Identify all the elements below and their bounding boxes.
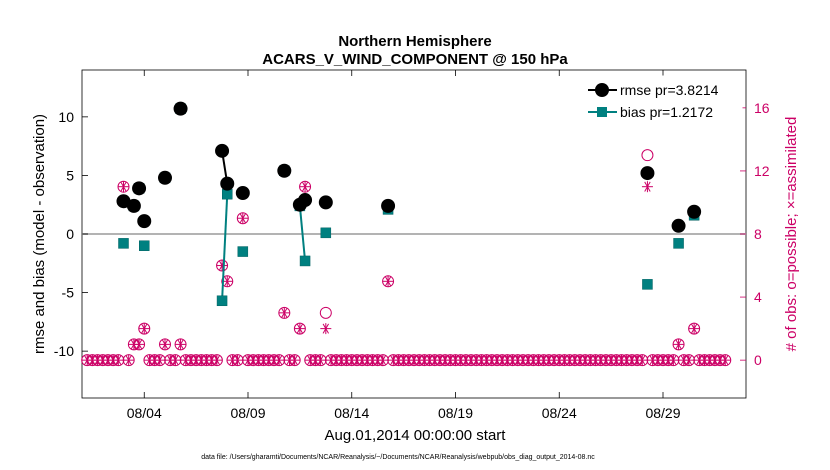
obs-assimilated-marker — [636, 354, 648, 366]
obs-assimilated-marker — [138, 323, 150, 335]
obs-assimilated-marker — [175, 338, 187, 350]
obs-assimilated-marker — [299, 181, 311, 193]
left-y-tick-label: 5 — [66, 167, 74, 183]
bias-point — [673, 238, 684, 249]
right-y-axis-label: # of obs: o=possible; ×=assimilated — [783, 117, 800, 352]
left-y-tick-label: 10 — [58, 109, 74, 125]
legend-box — [581, 75, 743, 125]
chart-title: Northern Hemisphere — [338, 33, 491, 50]
legend-rmse-marker — [595, 83, 609, 97]
right-y-tick-label: 16 — [754, 100, 770, 116]
rmse-point — [277, 163, 292, 178]
legend-bias-label: bias pr=1.2172 — [620, 104, 713, 120]
rmse-point — [671, 218, 686, 233]
obs-possible-marker — [641, 149, 654, 162]
left-y-tick-label: 0 — [66, 226, 74, 242]
right-y-tick-label: 0 — [754, 352, 762, 368]
rmse-point — [381, 198, 396, 213]
x-tick-label: 08/09 — [230, 405, 265, 421]
obs-assimilated-marker — [688, 323, 700, 335]
x-axis-label: Aug.01,2014 00:00:00 start — [325, 427, 507, 444]
chart-subtitle: ACARS_V_WIND_COMPONENT @ 150 hPa — [262, 51, 568, 68]
obs-assimilated-marker — [673, 338, 685, 350]
obs-assimilated-marker — [683, 354, 695, 366]
right-y-tick-label: 12 — [754, 163, 770, 179]
rmse-point — [687, 204, 702, 219]
obs-assimilated-marker — [315, 354, 327, 366]
obs-assimilated-marker — [118, 181, 129, 193]
right-y-tick-label: 4 — [754, 289, 762, 305]
bias-point — [320, 227, 332, 239]
rmse-point — [235, 186, 250, 200]
obs-assimilated-marker — [382, 275, 394, 287]
rmse-point — [137, 214, 152, 229]
obs-assimilated-marker — [273, 354, 285, 366]
obs-assimilated-marker — [232, 354, 244, 366]
rmse-point — [640, 166, 655, 181]
rmse-point — [298, 193, 313, 208]
bias-point — [299, 255, 311, 267]
obs-assimilated-marker — [289, 354, 301, 366]
left-y-axis-label: rmse and bias (model - observation) — [31, 114, 48, 354]
rmse-point — [158, 170, 172, 185]
rmse-point — [318, 195, 333, 210]
obs-count-layer — [81, 149, 732, 367]
rmse-point — [126, 198, 141, 213]
bias-point — [118, 238, 129, 249]
x-tick-label: 08/24 — [542, 405, 577, 421]
bias-point — [222, 188, 233, 200]
right-y-axis: 0 4 8 12 16 — [740, 100, 770, 368]
obs-assimilated-marker — [667, 354, 679, 366]
obs-assimilated-marker — [159, 338, 171, 350]
rmse-point — [173, 101, 188, 116]
obs-assimilated-marker — [237, 212, 249, 224]
left-y-axis: 10 5 0 -5 -10 — [54, 109, 88, 359]
rmse-series — [116, 101, 702, 233]
data-file-footnote: data file: /Users/gharamti/Documents/NCA… — [201, 454, 595, 461]
obs-assimilated-marker — [278, 307, 290, 319]
obs-assimilated-marker — [133, 338, 145, 350]
obs-assimilated-marker — [719, 354, 731, 366]
left-y-tick-label: -5 — [62, 285, 75, 301]
obs-assimilated-marker — [169, 354, 181, 366]
x-tick-label: 08/29 — [645, 405, 680, 421]
bias-point — [642, 279, 653, 290]
obs-assimilated-marker — [211, 354, 223, 366]
legend-bias-marker — [597, 107, 607, 117]
obs-assimilated-marker — [377, 354, 389, 366]
x-tick-label: 08/19 — [438, 405, 473, 421]
obs-assimilated-marker — [123, 354, 135, 366]
bias-segment — [298, 205, 307, 262]
legend: rmse pr=3.8214 bias pr=1.2172 — [581, 75, 743, 125]
obs-assimilated-marker — [641, 181, 653, 193]
bias-point — [216, 295, 228, 307]
left-y-tick-label: -10 — [54, 343, 74, 359]
x-tick-label: 08/04 — [127, 405, 162, 421]
rmse-point — [215, 143, 230, 158]
obs-assimilated-marker — [112, 354, 124, 366]
legend-rmse-label: rmse pr=3.8214 — [620, 82, 719, 98]
obs-assimilated-marker — [320, 323, 332, 335]
right-y-tick-label: 8 — [754, 226, 762, 242]
bias-segment — [221, 194, 229, 301]
rmse-point — [220, 176, 235, 191]
obs-possible-marker — [319, 306, 332, 319]
obs-assimilated-marker — [154, 354, 166, 366]
x-axis: 08/04 08/09 08/14 08/19 08/24 08/29 — [127, 70, 681, 421]
obs-assimilated-marker — [294, 323, 306, 335]
x-tick-label: 08/14 — [334, 405, 369, 421]
bias-point — [139, 240, 150, 251]
bias-point — [237, 246, 249, 257]
rmse-point — [132, 181, 147, 196]
